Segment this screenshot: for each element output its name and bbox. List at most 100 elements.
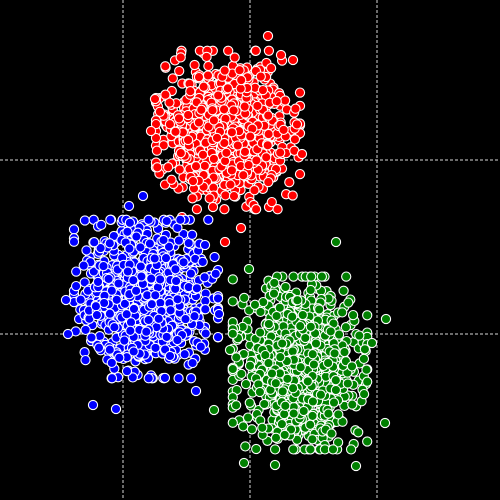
scatter-point bbox=[262, 153, 271, 162]
scatter-point bbox=[212, 133, 221, 142]
scatter-point bbox=[293, 296, 302, 305]
scatter-point bbox=[297, 149, 306, 158]
scatter-point bbox=[255, 387, 264, 396]
scatter-point bbox=[223, 84, 232, 93]
scatter-point bbox=[104, 274, 113, 283]
scatter-point bbox=[381, 314, 390, 323]
scatter-point bbox=[289, 272, 298, 281]
scatter-point bbox=[339, 286, 348, 295]
scatter-point bbox=[201, 305, 210, 314]
scatter-point bbox=[79, 261, 88, 270]
scatter-point bbox=[147, 300, 156, 309]
scatter-point bbox=[308, 397, 317, 406]
scatter-point bbox=[324, 358, 333, 367]
scatter-point bbox=[209, 116, 218, 125]
scatter-point bbox=[245, 398, 254, 407]
scatter-point bbox=[251, 46, 260, 55]
scatter-point bbox=[303, 377, 312, 386]
scatter-point bbox=[203, 71, 212, 80]
scatter-point bbox=[228, 297, 237, 306]
scatter-point bbox=[173, 336, 182, 345]
scatter-point bbox=[211, 269, 220, 278]
scatter-point bbox=[276, 353, 285, 362]
scatter-point bbox=[226, 180, 235, 189]
scatter-point bbox=[188, 177, 197, 186]
scatter-point bbox=[281, 96, 290, 105]
scatter-point bbox=[264, 178, 273, 187]
scatter-point bbox=[367, 338, 376, 347]
scatter-point bbox=[186, 87, 195, 96]
scatter-point bbox=[244, 264, 253, 273]
scatter-point bbox=[227, 166, 236, 175]
scatter-point bbox=[256, 328, 265, 337]
scatter-point bbox=[200, 273, 209, 282]
scatter-point bbox=[208, 202, 217, 211]
scatter-point bbox=[342, 272, 351, 281]
scatter-point bbox=[198, 257, 207, 266]
scatter-point bbox=[230, 53, 239, 62]
scatter-point bbox=[61, 295, 70, 304]
scatter-point bbox=[161, 90, 170, 99]
scatter-point bbox=[228, 418, 237, 427]
scatter-point bbox=[111, 404, 120, 413]
scatter-point bbox=[324, 409, 333, 418]
scatter-point bbox=[341, 323, 350, 332]
scatter-point bbox=[129, 304, 138, 313]
scatter-point bbox=[129, 276, 138, 285]
scatter-point bbox=[308, 435, 317, 444]
scatter-point bbox=[147, 274, 156, 283]
scatter-point bbox=[213, 294, 222, 303]
scatter-point bbox=[181, 315, 190, 324]
scatter-point bbox=[192, 284, 201, 293]
scatter-point bbox=[123, 267, 132, 276]
scatter-point bbox=[301, 333, 310, 342]
scatter-point bbox=[176, 215, 185, 224]
scatter-point bbox=[246, 132, 255, 141]
scatter-point bbox=[200, 161, 209, 170]
scatter-point bbox=[213, 333, 222, 342]
scatter-point bbox=[208, 106, 217, 115]
scatter-point bbox=[136, 262, 145, 271]
scatter-point bbox=[123, 227, 132, 236]
scatter-point bbox=[125, 244, 134, 253]
scatter-point bbox=[331, 385, 340, 394]
scatter-point bbox=[331, 376, 340, 385]
scatter-point bbox=[153, 163, 162, 172]
scatter-point bbox=[245, 361, 254, 370]
scatter-point bbox=[298, 310, 307, 319]
scatter-point bbox=[279, 125, 288, 134]
scatter-point bbox=[328, 445, 337, 454]
scatter-point bbox=[295, 88, 304, 97]
scatter-point bbox=[144, 374, 153, 383]
scatter-point bbox=[348, 400, 357, 409]
scatter-point bbox=[107, 358, 116, 367]
scatter-point bbox=[80, 216, 89, 225]
scatter-point bbox=[331, 237, 340, 246]
scatter-point bbox=[355, 331, 364, 340]
scatter-point bbox=[204, 61, 213, 70]
scatter-point bbox=[176, 149, 185, 158]
scatter-point bbox=[291, 104, 300, 113]
scatter-point bbox=[69, 237, 78, 246]
scatter-point bbox=[220, 237, 229, 246]
scatter-point bbox=[264, 46, 273, 55]
scatter-point bbox=[244, 161, 253, 170]
scatter-point bbox=[179, 258, 188, 267]
scatter-point bbox=[271, 445, 280, 454]
scatter-point bbox=[288, 55, 297, 64]
scatter-point bbox=[289, 384, 298, 393]
scatter-point bbox=[72, 282, 81, 291]
scatter-point bbox=[271, 379, 280, 388]
scatter-point bbox=[63, 329, 72, 338]
scatter-point bbox=[343, 379, 352, 388]
scatter-point bbox=[88, 400, 97, 409]
scatter-point bbox=[92, 311, 101, 320]
scatter-point bbox=[184, 135, 193, 144]
scatter-point bbox=[289, 409, 298, 418]
scatter-point bbox=[250, 186, 259, 195]
scatter-point bbox=[290, 135, 299, 144]
scatter-point bbox=[236, 223, 245, 232]
scatter-point bbox=[240, 147, 249, 156]
scatter-point bbox=[354, 428, 363, 437]
